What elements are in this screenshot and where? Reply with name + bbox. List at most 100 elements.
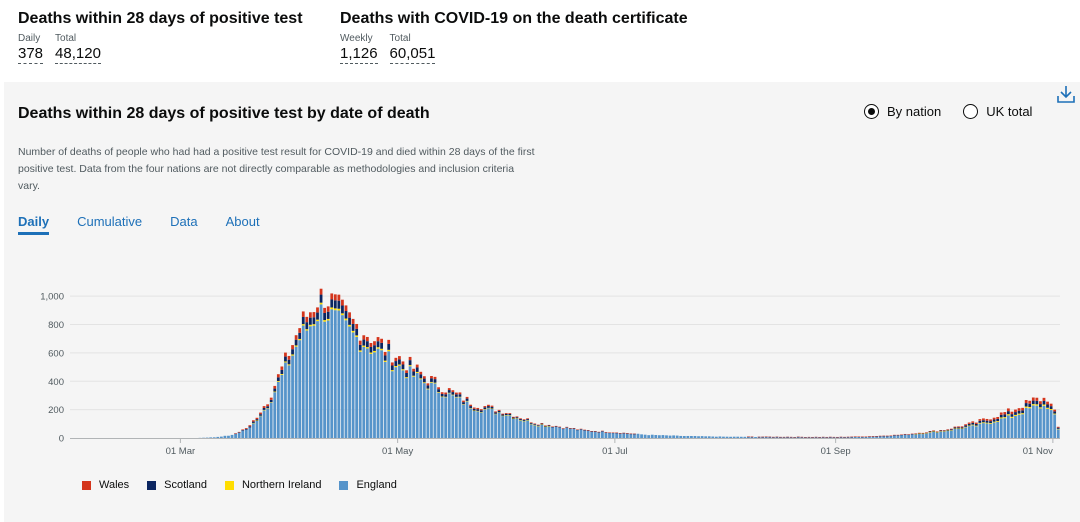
- headline-deaths-certificate: Deaths with COVID-19 on the death certif…: [340, 8, 688, 64]
- bar-scotland: [1042, 400, 1046, 405]
- bar-scotland: [451, 392, 455, 395]
- bar-england: [522, 420, 526, 438]
- bar-wales: [996, 417, 1000, 419]
- bar-england: [405, 378, 408, 438]
- radio-unselected-icon[interactable]: [963, 104, 979, 119]
- metric-value[interactable]: 48,120: [55, 45, 101, 64]
- bar-england: [244, 429, 248, 438]
- bar-northern-ireland: [1042, 404, 1046, 406]
- bar-wales: [907, 434, 911, 435]
- bar-scotland: [455, 394, 458, 397]
- bar-scotland: [287, 359, 291, 365]
- bar-england: [202, 437, 205, 439]
- bar-england: [291, 355, 294, 438]
- radio-by-nation[interactable]: By nation: [864, 104, 941, 119]
- bar-northern-ireland: [405, 377, 408, 379]
- bar-scotland: [572, 428, 576, 429]
- bar-england: [682, 436, 686, 438]
- metric-value[interactable]: 60,051: [389, 45, 436, 64]
- metric-value[interactable]: 378: [18, 45, 44, 64]
- bar-scotland: [554, 426, 558, 427]
- bar-scotland: [928, 431, 932, 433]
- bar-wales: [629, 433, 633, 435]
- bar-wales: [597, 431, 601, 433]
- bar-england: [779, 437, 782, 438]
- bar-scotland: [433, 379, 437, 383]
- bar-northern-ireland: [294, 345, 298, 347]
- bar-england: [868, 436, 871, 438]
- tab-about[interactable]: About: [225, 214, 260, 229]
- bar-scotland: [1024, 403, 1028, 407]
- bar-england: [875, 436, 878, 438]
- bar-wales: [316, 307, 319, 313]
- bar-northern-ireland: [476, 410, 480, 412]
- bar-england: [764, 436, 768, 438]
- bar-northern-ireland: [401, 369, 405, 371]
- bar-england: [885, 435, 889, 438]
- bar-wales: [408, 356, 412, 361]
- bar-scotland: [259, 414, 262, 416]
- bar-wales: [465, 396, 469, 399]
- bar-scotland: [1035, 400, 1039, 405]
- bar-northern-ireland: [501, 415, 505, 417]
- tab-daily[interactable]: Daily: [18, 214, 50, 235]
- bar-wales: [390, 362, 394, 366]
- bar-wales: [871, 436, 875, 437]
- bar-wales: [903, 433, 907, 435]
- bar-england: [544, 426, 547, 438]
- bar-scotland: [333, 300, 337, 309]
- bar-wales: [999, 412, 1003, 415]
- bar-scotland: [444, 394, 448, 397]
- bar-wales: [462, 400, 465, 403]
- bar-northern-ireland: [939, 431, 943, 432]
- bar-wales: [355, 323, 359, 329]
- bar-wales: [796, 436, 800, 438]
- bar-england: [714, 436, 718, 438]
- bar-wales: [483, 406, 487, 408]
- radio-label: By nation: [887, 104, 942, 119]
- tab-data[interactable]: Data: [170, 214, 198, 229]
- bar-england: [547, 426, 551, 438]
- download-icon[interactable]: [1056, 84, 1076, 104]
- bar-england: [982, 423, 985, 438]
- bar-wales: [900, 434, 903, 436]
- bar-wales: [917, 432, 921, 434]
- bar-england: [793, 437, 797, 438]
- bar-northern-ireland: [1021, 413, 1024, 415]
- bar-scotland: [312, 317, 316, 325]
- bar-england: [401, 370, 405, 438]
- radio-uk-total[interactable]: UK total: [963, 104, 1032, 119]
- bar-northern-ireland: [262, 409, 266, 411]
- y-tick-label: 400: [48, 377, 64, 388]
- bar-northern-ireland: [462, 404, 465, 405]
- bar-england: [853, 436, 857, 438]
- bar-wales: [818, 436, 822, 438]
- bar-england: [896, 435, 900, 438]
- bar-scotland: [237, 432, 241, 433]
- bar-england: [1039, 408, 1042, 438]
- bar-wales: [455, 392, 458, 395]
- bar-scotland: [412, 371, 416, 376]
- bar-england: [814, 437, 818, 438]
- bar-northern-ireland: [319, 302, 323, 305]
- bar-wales: [262, 406, 266, 408]
- bar-scotland: [358, 344, 362, 351]
- radio-selected-icon[interactable]: [864, 104, 879, 119]
- bar-northern-ireland: [455, 396, 458, 398]
- bar-northern-ireland: [341, 313, 344, 316]
- bar-england: [280, 374, 284, 438]
- bar-wales: [964, 424, 968, 426]
- metric-value[interactable]: 1,126: [340, 45, 378, 64]
- bar-wales: [939, 430, 943, 431]
- bar-scotland: [305, 322, 309, 330]
- bar-scotland: [985, 420, 989, 423]
- bar-scotland: [365, 341, 369, 348]
- bar-northern-ireland: [1024, 406, 1028, 408]
- bar-scotland: [1046, 404, 1049, 408]
- bar-wales: [308, 312, 312, 318]
- tab-cumulative[interactable]: Cumulative: [77, 214, 143, 229]
- bar-wales: [985, 418, 989, 421]
- bar-northern-ireland: [465, 400, 469, 402]
- bar-england: [351, 332, 355, 438]
- bar-scotland: [255, 419, 259, 421]
